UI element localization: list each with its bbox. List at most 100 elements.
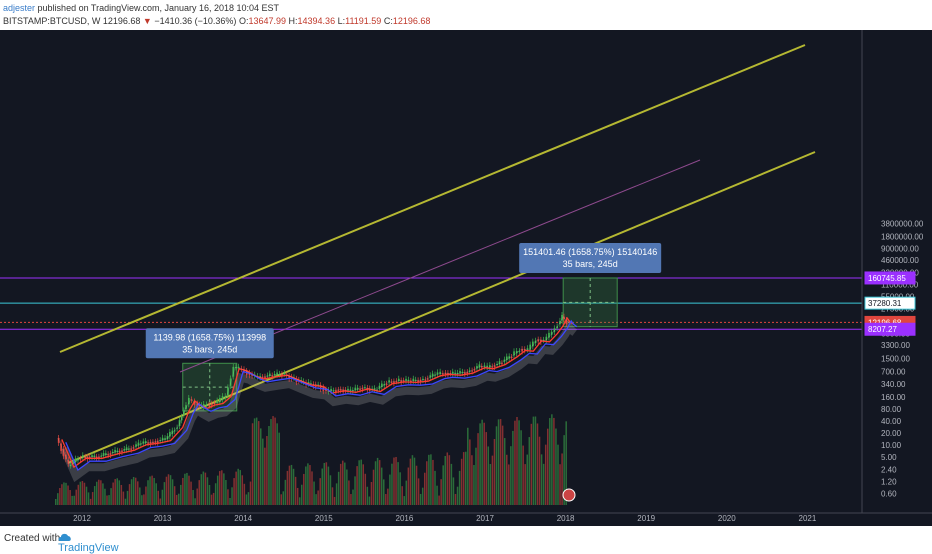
candle (442, 373, 444, 375)
volume-bar (67, 485, 69, 505)
candle (496, 363, 498, 365)
high-label: H: (288, 16, 298, 26)
y-tick-label: 160.00 (881, 393, 906, 402)
candle (156, 441, 159, 443)
low-value: 11191.59 (345, 16, 382, 26)
candle (461, 371, 464, 373)
chart-area[interactable]: 1139.98 (1658.75%) 113998 35 bars, 245d 15… (0, 30, 932, 526)
volume-bar (403, 496, 405, 505)
candle (118, 451, 121, 453)
volume-bar (139, 487, 141, 505)
candle (259, 376, 262, 378)
candle (515, 350, 518, 354)
volume-bar (264, 447, 266, 505)
volume-bar (530, 423, 533, 505)
y-tick-label: 340.00 (881, 380, 906, 389)
candle (454, 372, 457, 374)
candle (354, 387, 357, 391)
us-flag-icon[interactable] (562, 488, 576, 502)
candle (361, 388, 364, 390)
volume-bar (542, 463, 545, 505)
volume-bar (436, 485, 438, 505)
high-value: 14394.36 (297, 16, 336, 26)
volume-bar (329, 475, 332, 505)
candle (65, 454, 67, 460)
volume-bar (315, 494, 317, 505)
volume-bar (559, 464, 561, 505)
price-chart[interactable]: 1139.98 (1658.75%) 113998 35 bars, 245d 15… (0, 30, 932, 526)
measure-label-bg[interactable] (519, 242, 662, 273)
volume-bar (380, 467, 383, 505)
measure-label-line2: 35 bars, 245d (182, 344, 237, 354)
volume-bar (292, 468, 295, 505)
volume-bar (337, 471, 340, 505)
candle (563, 316, 565, 320)
volume-bar (383, 479, 385, 505)
volume-bar (157, 490, 159, 505)
candle (91, 455, 93, 457)
volume-bar (473, 465, 475, 505)
candle (93, 455, 96, 457)
candle (208, 404, 210, 406)
candle (553, 328, 556, 332)
symbol-name[interactable]: BITSTAMP:BTCUSD, W (3, 16, 101, 26)
volume-bar (393, 457, 395, 505)
volume-bar (551, 414, 553, 505)
volume-bar (495, 426, 498, 505)
candle (505, 356, 508, 361)
volume-bar (296, 487, 299, 505)
author-link[interactable]: adjester (3, 3, 36, 13)
measure-label-1[interactable]: 151401.46 (1658.75%) 15140146 35 bars, 24… (519, 242, 662, 273)
volume-bar (266, 436, 268, 505)
volume-bar (112, 482, 114, 505)
candle (149, 442, 152, 445)
candle (559, 320, 561, 325)
candle (414, 379, 417, 381)
candle (190, 399, 193, 401)
volume-bar (98, 479, 100, 505)
measure-label-line1: 1139.98 (1658.75%) 113998 (153, 332, 266, 342)
volume-bar (153, 478, 155, 505)
candle (491, 366, 494, 368)
volume-bar (65, 482, 67, 505)
volume-bar (508, 464, 510, 505)
candle (111, 451, 114, 454)
volume-bar (196, 488, 198, 505)
volume-bar (233, 478, 235, 505)
low-label: L: (337, 16, 346, 26)
volume-bar (216, 475, 219, 505)
measure-label-bg[interactable] (145, 328, 274, 359)
candle (330, 388, 332, 392)
volume-bar (454, 493, 457, 505)
candle (498, 361, 501, 364)
plot-background[interactable] (0, 30, 862, 513)
candle (123, 448, 126, 451)
volume-bar (452, 477, 455, 505)
candle (364, 387, 366, 389)
price-series-line (57, 315, 570, 467)
candle (319, 385, 322, 390)
candle (169, 431, 171, 437)
volume-bar (419, 493, 422, 505)
volume-bar (518, 420, 520, 505)
measure-label-0[interactable]: 1139.98 (1658.75%) 113998 35 bars, 245d (145, 328, 274, 359)
volume-bar (544, 444, 547, 505)
volume-bar (173, 486, 176, 505)
volume-bar (219, 471, 221, 505)
channel-upper-line[interactable] (59, 44, 806, 353)
volume-bar (528, 437, 531, 505)
tradingview-logo[interactable]: TradingView (58, 532, 119, 554)
volume-bar (55, 499, 57, 505)
candle (266, 375, 269, 377)
candle (229, 378, 232, 386)
channel-lower-line[interactable] (67, 151, 816, 464)
volume-bar (169, 475, 172, 505)
x-tick-label: 2014 (234, 514, 252, 523)
candle (121, 450, 123, 452)
volume-bar (124, 498, 127, 505)
ma-blue-line[interactable] (65, 319, 578, 472)
volume-bar (426, 461, 428, 505)
candle (180, 416, 183, 421)
volume-bar (147, 480, 149, 505)
volume-bar (206, 477, 209, 505)
